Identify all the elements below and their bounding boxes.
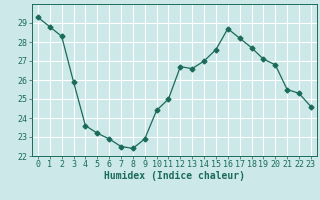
X-axis label: Humidex (Indice chaleur): Humidex (Indice chaleur) xyxy=(104,171,245,181)
